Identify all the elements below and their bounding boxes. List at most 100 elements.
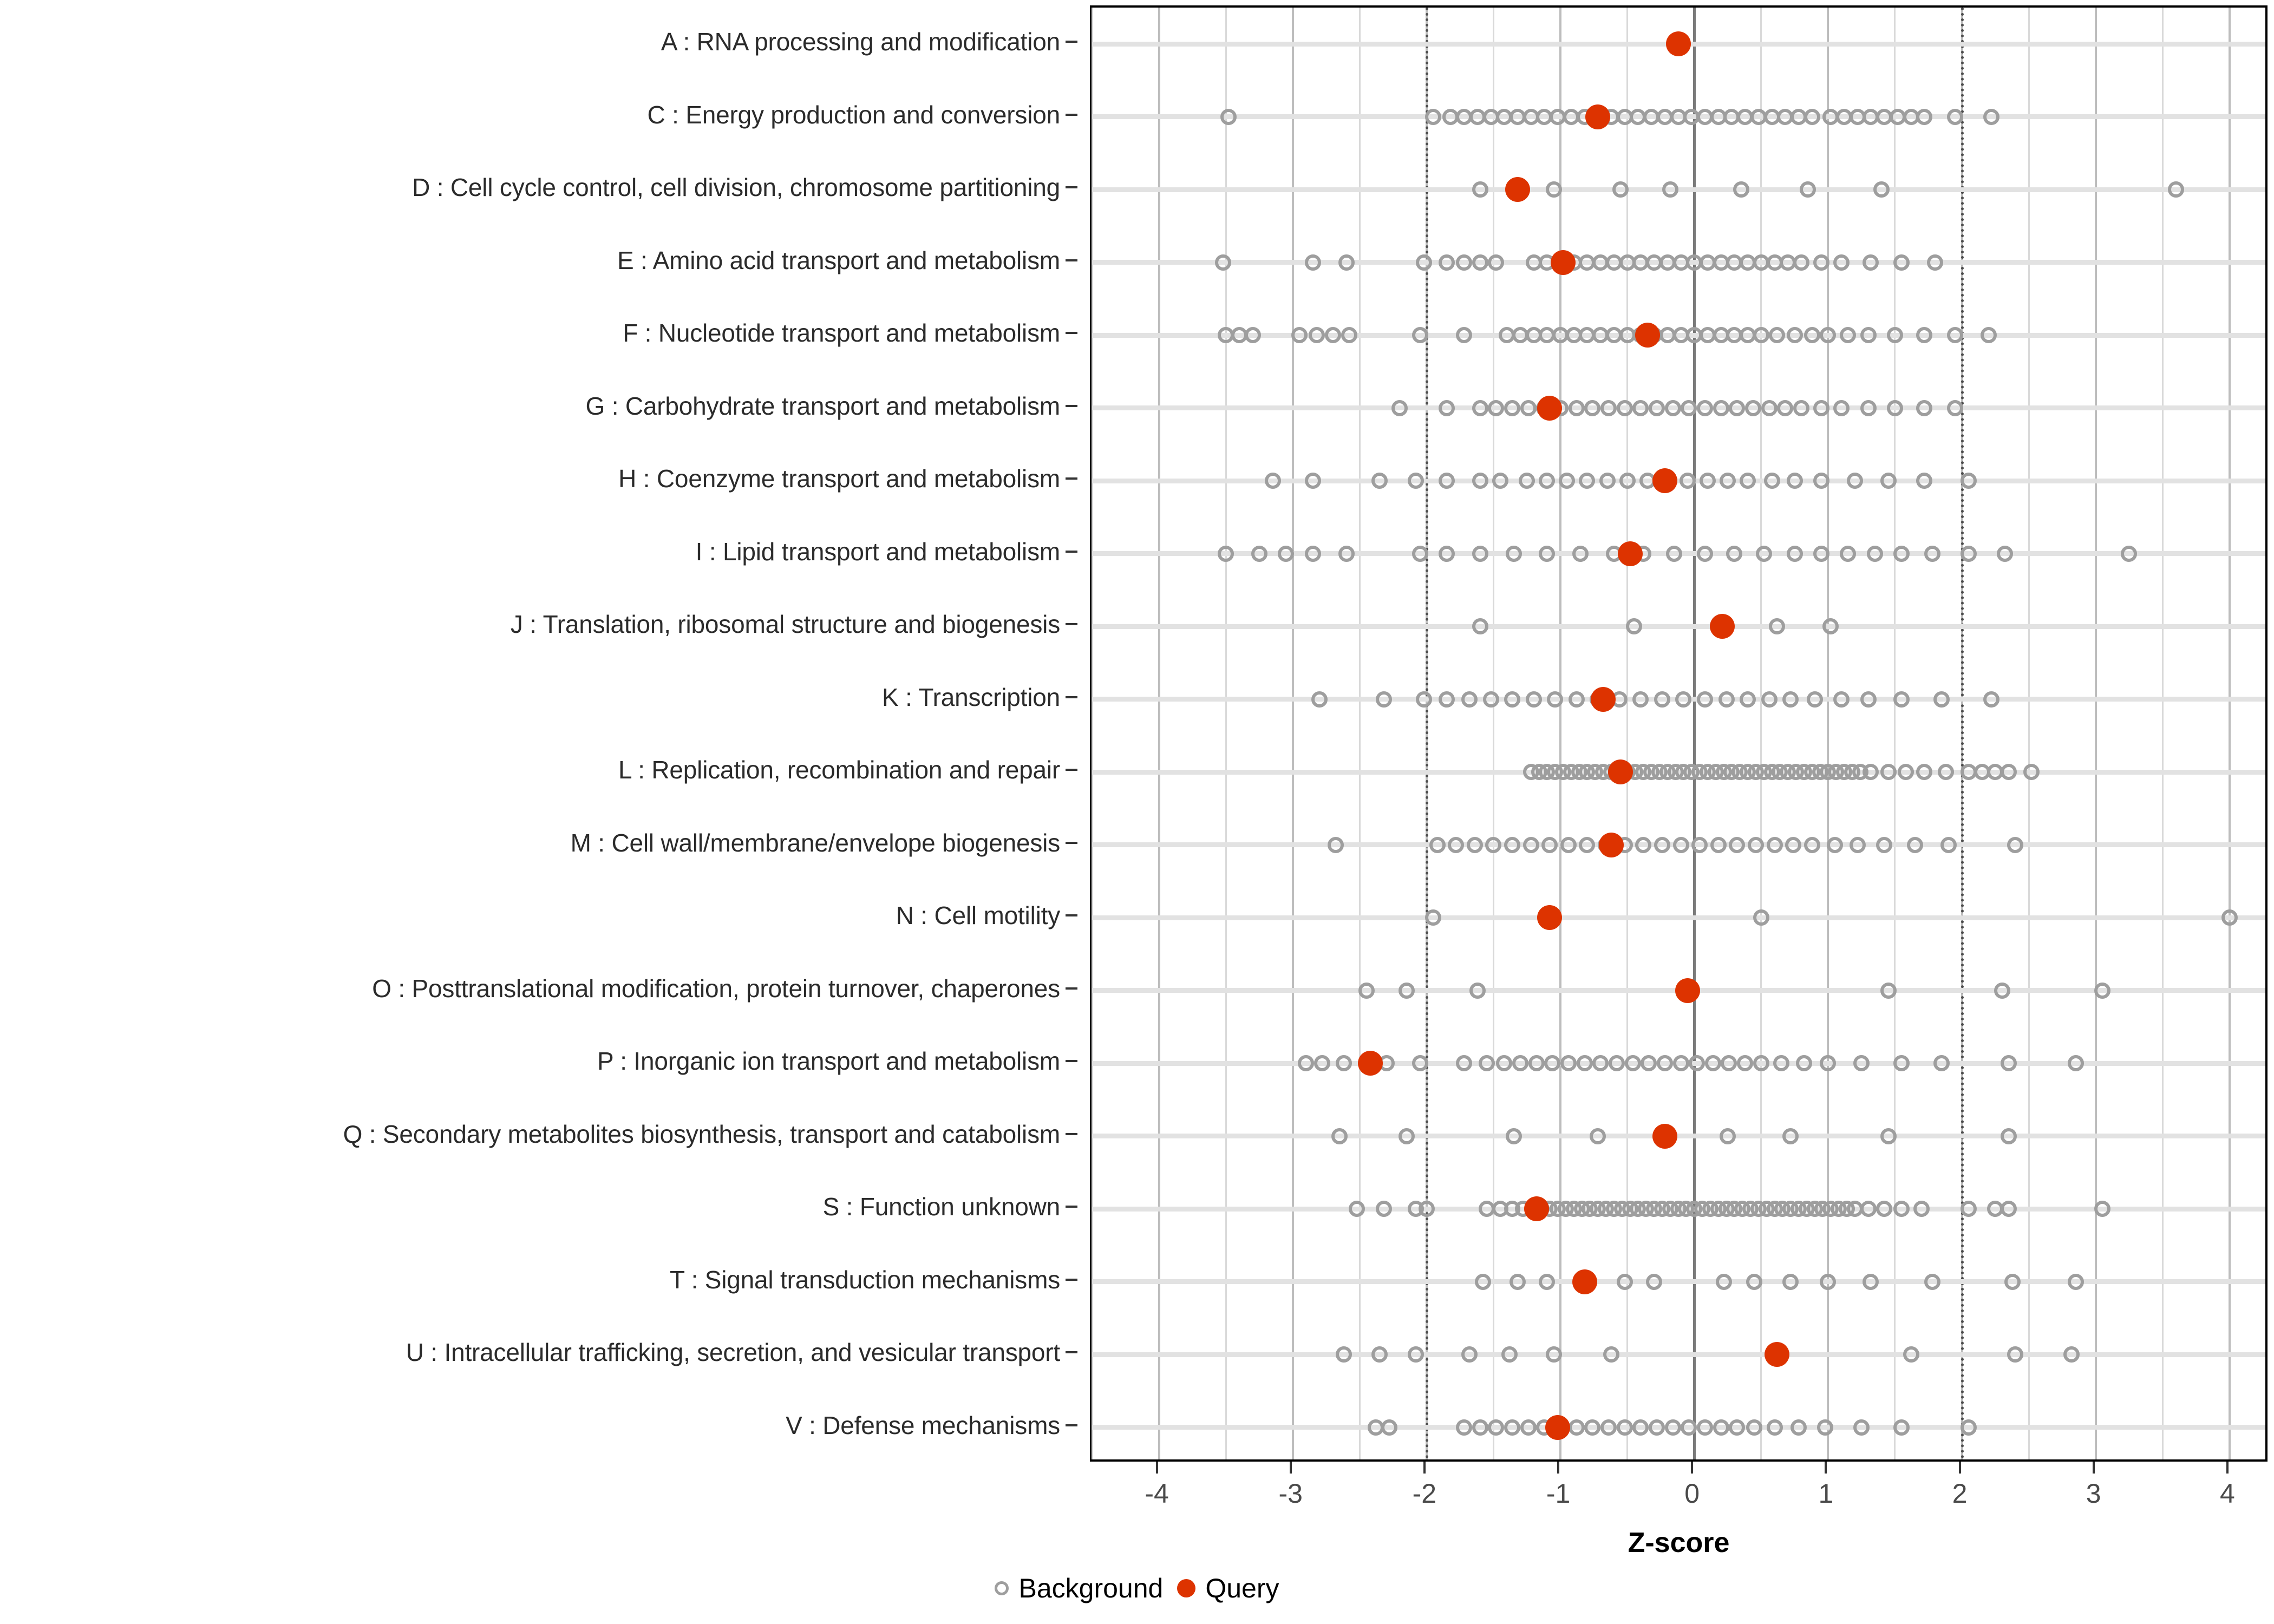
query-point <box>1608 759 1633 785</box>
background-point <box>1740 691 1756 708</box>
background-point <box>1880 982 1897 999</box>
background-point <box>1545 1346 1562 1363</box>
y-axis-tick <box>1066 332 1077 335</box>
background-point <box>1291 327 1308 344</box>
y-axis-tick <box>1066 623 1077 626</box>
background-point <box>1654 836 1670 853</box>
query-point <box>1675 978 1700 1003</box>
background-point <box>1960 545 1977 562</box>
background-point <box>1408 473 1424 489</box>
background-point <box>1456 1419 1473 1436</box>
y-axis-tick <box>1066 696 1077 698</box>
background-point <box>1740 473 1756 489</box>
background-point <box>1806 691 1823 708</box>
x-axis-tick <box>1155 1462 1158 1474</box>
x-axis-tick-label: 3 <box>2086 1478 2101 1509</box>
background-point <box>1679 473 1696 489</box>
background-point <box>1520 400 1537 416</box>
background-point <box>1880 764 1897 781</box>
y-axis-tick <box>1066 769 1077 771</box>
background-point <box>1860 327 1877 344</box>
y-axis-label: V : Defense mechanisms <box>786 1411 1060 1439</box>
gridline-vertical <box>1626 8 1629 1459</box>
background-point <box>1833 691 1850 708</box>
background-point <box>1504 400 1521 416</box>
x-axis-tick-label: 2 <box>1952 1478 1968 1509</box>
y-axis-tick <box>1066 1351 1077 1354</box>
background-point <box>1863 1273 1879 1290</box>
background-point <box>1755 545 1772 562</box>
background-point <box>1817 1419 1834 1436</box>
background-point <box>1358 982 1375 999</box>
y-axis-label: N : Cell motility <box>896 901 1061 930</box>
x-axis-tick <box>1958 1462 1961 1474</box>
background-point <box>1813 254 1830 271</box>
query-point <box>1765 1342 1790 1367</box>
background-point <box>1646 1273 1663 1290</box>
background-point <box>1840 545 1857 562</box>
background-point <box>1726 545 1743 562</box>
background-point <box>1278 545 1295 562</box>
background-point <box>1782 1273 1799 1290</box>
background-point <box>1761 400 1778 416</box>
background-point <box>1820 327 1837 344</box>
gridline-vertical <box>2028 8 2030 1459</box>
background-point <box>1733 181 1749 198</box>
background-point <box>1624 1055 1641 1072</box>
query-point <box>1652 1123 1677 1149</box>
background-point <box>1833 400 1850 416</box>
threshold-line <box>1961 8 1964 1459</box>
background-point <box>1568 1419 1585 1436</box>
background-point <box>1456 1055 1473 1072</box>
background-point <box>1880 473 1897 489</box>
background-point <box>1960 1419 1977 1436</box>
background-point <box>1666 545 1683 562</box>
background-point <box>1803 836 1820 853</box>
background-point <box>1933 1055 1950 1072</box>
background-point <box>1786 327 1803 344</box>
background-point <box>1782 1128 1799 1144</box>
y-axis-label: T : Signal transduction mechanisms <box>669 1265 1060 1294</box>
gridline-vertical <box>1760 8 1762 1459</box>
background-point <box>1662 181 1678 198</box>
y-axis-label: K : Transcription <box>882 683 1060 711</box>
background-point <box>1600 400 1617 416</box>
background-point <box>1721 1055 1737 1072</box>
background-point <box>1504 1419 1521 1436</box>
background-point <box>1576 1055 1593 1072</box>
x-axis-tick-label: -3 <box>1278 1478 1303 1509</box>
background-point <box>1699 473 1716 489</box>
background-point <box>1753 1055 1769 1072</box>
gridline-horizontal <box>1092 1352 2265 1357</box>
x-axis-tick-label: 4 <box>2219 1478 2235 1509</box>
background-point <box>1913 1201 1930 1217</box>
x-axis-tick <box>1691 1462 1694 1474</box>
background-point <box>1412 327 1428 344</box>
query-point <box>1505 177 1530 202</box>
background-point <box>1474 1273 1491 1290</box>
background-point <box>2094 1201 2111 1217</box>
background-point <box>1980 327 1997 344</box>
background-point <box>1793 254 1809 271</box>
background-point <box>1572 545 1589 562</box>
background-point <box>1616 1273 1633 1290</box>
background-point <box>1786 545 1803 562</box>
background-point <box>1496 1055 1513 1072</box>
background-point <box>1341 327 1357 344</box>
background-point <box>1545 181 1562 198</box>
background-point <box>1461 691 1478 708</box>
legend-item-background: Background <box>995 1573 1163 1604</box>
background-point <box>1791 1419 1807 1436</box>
background-point <box>1696 691 1713 708</box>
background-point <box>1873 181 1890 198</box>
background-point <box>1720 473 1736 489</box>
background-point <box>1656 1055 1673 1072</box>
background-point <box>1331 1128 1348 1144</box>
x-axis-tick-label: 1 <box>1818 1478 1834 1509</box>
background-point <box>1338 545 1355 562</box>
background-point <box>1381 1419 1397 1436</box>
background-point <box>2001 764 2017 781</box>
gridline-vertical <box>1158 8 1160 1459</box>
y-axis-label: Q : Secondary metabolites biosynthesis, … <box>343 1119 1061 1148</box>
background-point <box>1777 400 1794 416</box>
